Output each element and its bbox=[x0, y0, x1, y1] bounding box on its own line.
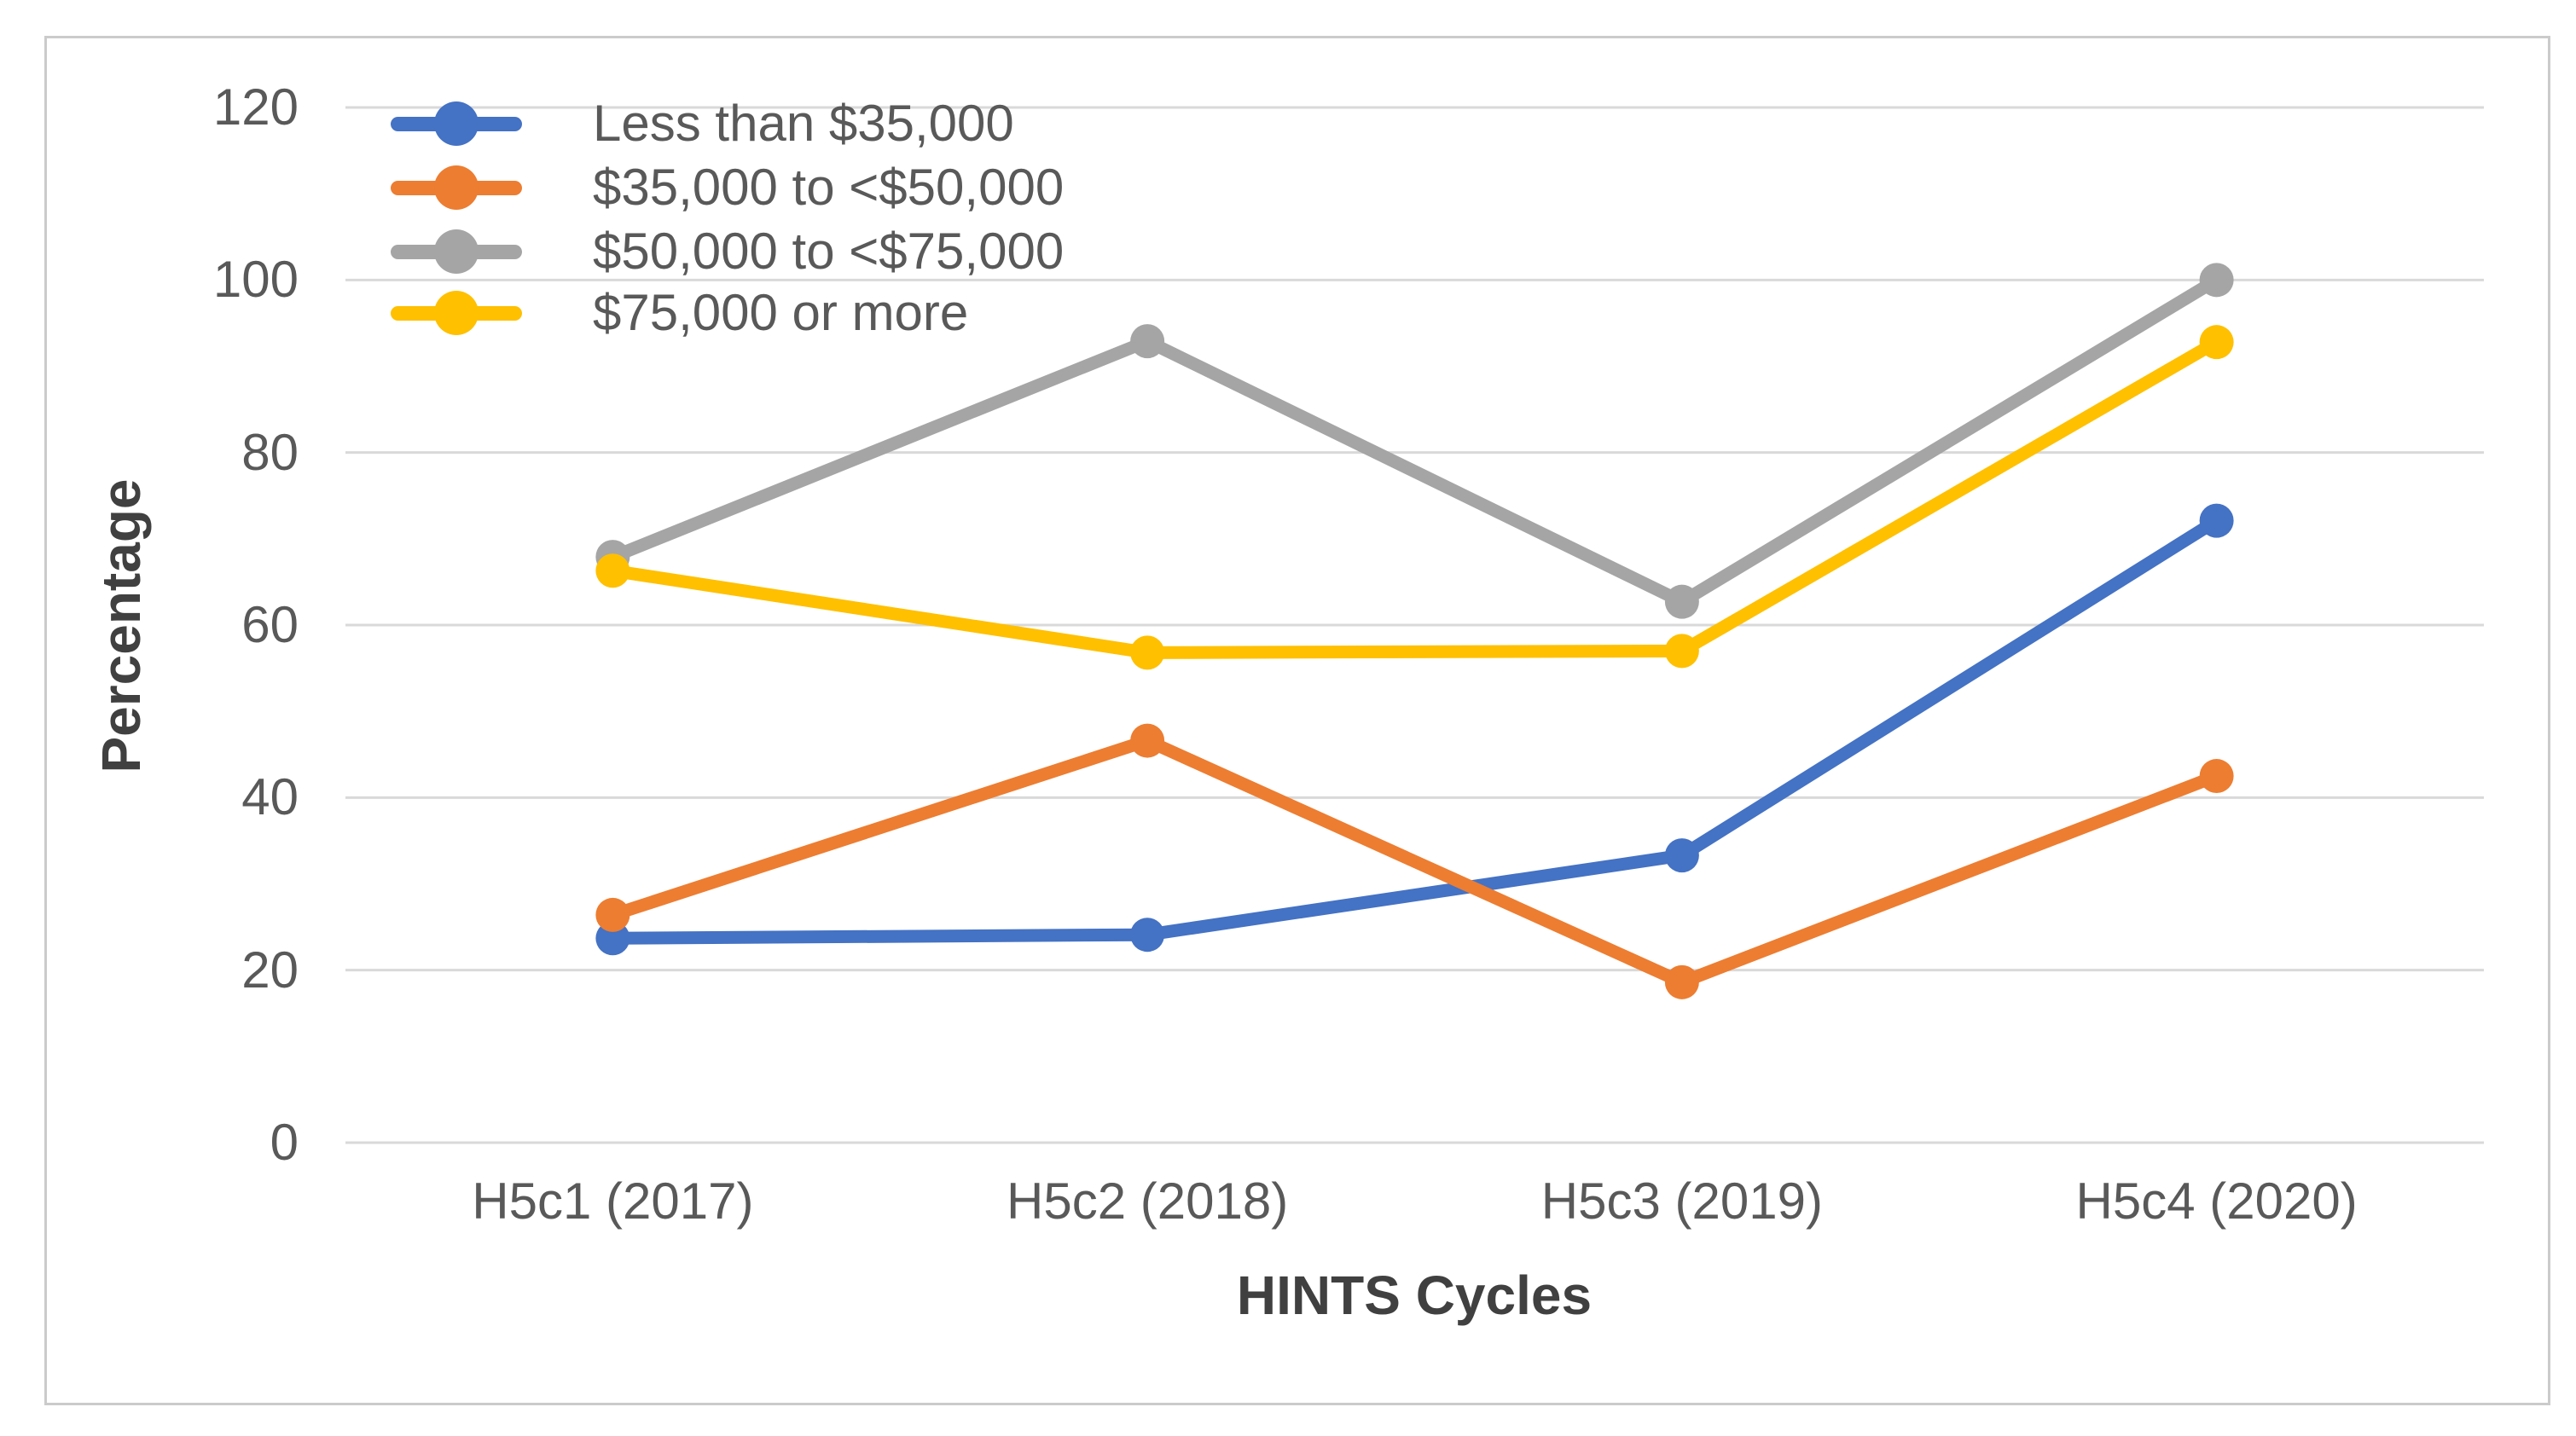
legend-item: $35,000 to <$50,000 bbox=[391, 156, 1064, 219]
legend-line-marker-icon bbox=[391, 100, 522, 148]
series-line bbox=[606, 734, 2224, 989]
y-tick-label: 80 bbox=[241, 423, 299, 481]
data-point bbox=[2199, 759, 2234, 794]
legend-label: Less than $35,000 bbox=[593, 95, 1014, 152]
legend-line-marker-icon bbox=[391, 228, 522, 275]
legend-item: Less than $35,000 bbox=[391, 92, 1014, 155]
legend-label: $50,000 to <$75,000 bbox=[593, 223, 1065, 280]
y-tick-label: 60 bbox=[241, 596, 299, 653]
y-tick-label: 40 bbox=[241, 768, 299, 826]
x-tick-label: H5c4 (2020) bbox=[2075, 1173, 2358, 1230]
data-point bbox=[2199, 263, 2234, 298]
series-line bbox=[606, 514, 2224, 945]
series-line bbox=[606, 335, 2224, 659]
x-tick-label: H5c3 (2019) bbox=[1540, 1173, 1823, 1230]
data-point bbox=[2199, 325, 2234, 360]
legend-item: $50,000 to <$75,000 bbox=[391, 220, 1064, 283]
y-axis-title: Percentage bbox=[90, 478, 152, 773]
x-tick-label: H5c2 (2018) bbox=[1007, 1173, 1289, 1230]
data-point bbox=[1130, 918, 1165, 953]
y-tick-label: 20 bbox=[241, 941, 299, 999]
data-point bbox=[1664, 838, 1699, 873]
data-point bbox=[1130, 635, 1165, 670]
data-point bbox=[595, 897, 630, 932]
legend-line-marker-icon bbox=[391, 289, 522, 337]
legend-label: $75,000 or more bbox=[593, 284, 969, 341]
x-axis-title: HINTS Cycles bbox=[1236, 1265, 1593, 1326]
data-point bbox=[1130, 324, 1165, 359]
legend-line-marker-icon bbox=[391, 164, 522, 211]
y-tick-label: 120 bbox=[212, 78, 299, 136]
data-point bbox=[1664, 634, 1699, 669]
y-tick-label: 100 bbox=[212, 251, 299, 309]
x-tick-label: H5c1 (2017) bbox=[472, 1173, 754, 1230]
data-point bbox=[2199, 503, 2234, 538]
y-tick-label: 0 bbox=[270, 1114, 299, 1171]
data-point bbox=[1664, 584, 1699, 619]
data-point bbox=[595, 553, 630, 588]
data-point bbox=[1664, 964, 1699, 999]
data-point bbox=[1130, 723, 1165, 758]
legend-label: $35,000 to <$50,000 bbox=[593, 159, 1065, 216]
series-line bbox=[606, 273, 2224, 609]
legend-item: $75,000 or more bbox=[391, 281, 968, 345]
